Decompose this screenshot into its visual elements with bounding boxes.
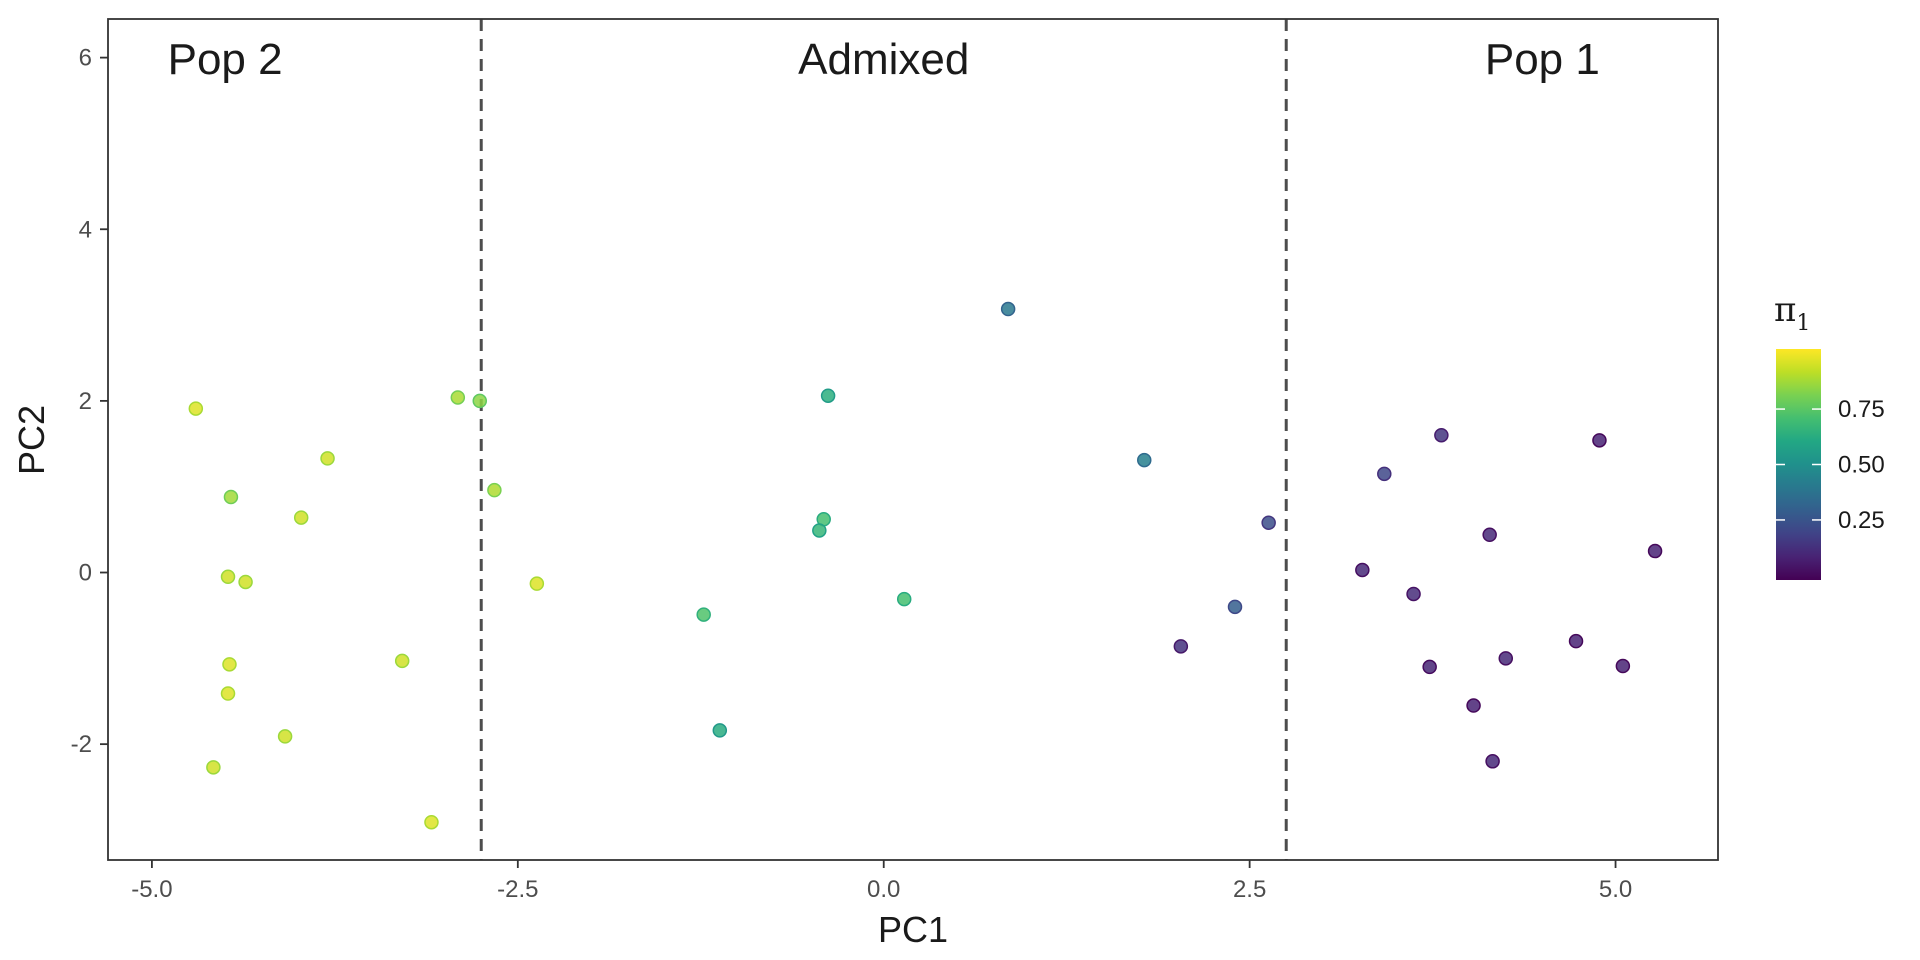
x-tick-label: 2.5 bbox=[1233, 876, 1266, 903]
data-point bbox=[1482, 527, 1497, 543]
data-point bbox=[220, 569, 236, 585]
data-point bbox=[1466, 698, 1481, 713]
data-point bbox=[223, 489, 239, 505]
data-point bbox=[1261, 515, 1276, 530]
data-point bbox=[820, 388, 836, 403]
data-point bbox=[696, 607, 711, 622]
data-point bbox=[277, 729, 293, 744]
legend-tick-label: 0.25 bbox=[1838, 507, 1885, 534]
data-point bbox=[1355, 562, 1370, 578]
data-point bbox=[1498, 651, 1514, 666]
data-point bbox=[487, 482, 502, 498]
x-tick-label: 5.0 bbox=[1599, 876, 1632, 903]
x-tick-label: -2.5 bbox=[497, 876, 538, 903]
data-point bbox=[529, 576, 545, 591]
data-point bbox=[812, 523, 827, 538]
legend-tick-label: 0.50 bbox=[1838, 452, 1885, 479]
data-point bbox=[293, 510, 309, 525]
region-label-pop1: Pop 1 bbox=[1485, 35, 1600, 84]
legend-ticks: 0.25 0.50 0.75 bbox=[1776, 396, 1885, 534]
data-point bbox=[1592, 433, 1607, 448]
data-point bbox=[320, 451, 335, 466]
panel-border bbox=[107, 18, 1719, 861]
x-axis: -5.0 -2.5 0.0 2.5 5.0 PC1 bbox=[131, 860, 1632, 950]
legend-title: π1 bbox=[1774, 290, 1810, 336]
y-tick-label: 2 bbox=[79, 388, 92, 415]
legend-title-symbol: π bbox=[1774, 290, 1796, 330]
data-point bbox=[1568, 633, 1584, 649]
data-point bbox=[1615, 658, 1631, 674]
data-point bbox=[1377, 466, 1392, 482]
legend-tick-label: 0.75 bbox=[1838, 396, 1885, 423]
y-axis-ticks: -2 0 2 4 6 bbox=[71, 45, 108, 758]
data-point bbox=[220, 686, 236, 701]
data-point bbox=[1173, 639, 1189, 654]
data-point bbox=[1406, 586, 1421, 602]
region-label-admixed: Admixed bbox=[798, 35, 969, 84]
y-tick-label: 0 bbox=[79, 560, 92, 587]
y-tick-label: -2 bbox=[71, 731, 92, 758]
data-point bbox=[222, 657, 237, 672]
y-axis: -2 0 2 4 6 PC2 bbox=[11, 45, 108, 758]
data-point bbox=[188, 401, 204, 416]
data-point bbox=[394, 653, 410, 669]
x-axis-ticks: -5.0 -2.5 0.0 2.5 5.0 bbox=[131, 860, 1632, 903]
data-point bbox=[1434, 427, 1449, 443]
data-point bbox=[424, 814, 439, 830]
data-point bbox=[1647, 543, 1663, 559]
data-point bbox=[1422, 659, 1437, 675]
y-axis-title: PC2 bbox=[11, 405, 52, 475]
x-tick-label: 0.0 bbox=[867, 876, 900, 903]
region-label-pop2: Pop 2 bbox=[168, 35, 283, 84]
color-legend: π1 0.25 0.50 0.75 bbox=[1774, 290, 1885, 580]
data-point bbox=[712, 723, 728, 738]
data-point bbox=[206, 760, 221, 775]
data-point bbox=[1137, 452, 1152, 468]
data-point bbox=[450, 390, 466, 405]
legend-title-subscript: 1 bbox=[1796, 311, 1810, 336]
data-point bbox=[896, 591, 912, 607]
x-axis-title: PC1 bbox=[878, 909, 948, 950]
panel-background bbox=[108, 19, 1718, 860]
y-tick-label: 4 bbox=[79, 216, 92, 243]
data-point bbox=[238, 574, 253, 590]
data-point bbox=[472, 393, 488, 409]
data-point bbox=[1227, 599, 1243, 615]
y-tick-label: 6 bbox=[79, 45, 92, 72]
plot-area: Pop 2 Admixed Pop 1 bbox=[107, 18, 1719, 861]
data-point bbox=[1000, 301, 1016, 317]
data-points bbox=[188, 301, 1663, 830]
x-tick-label: -5.0 bbox=[131, 876, 172, 903]
data-point bbox=[1485, 754, 1500, 769]
